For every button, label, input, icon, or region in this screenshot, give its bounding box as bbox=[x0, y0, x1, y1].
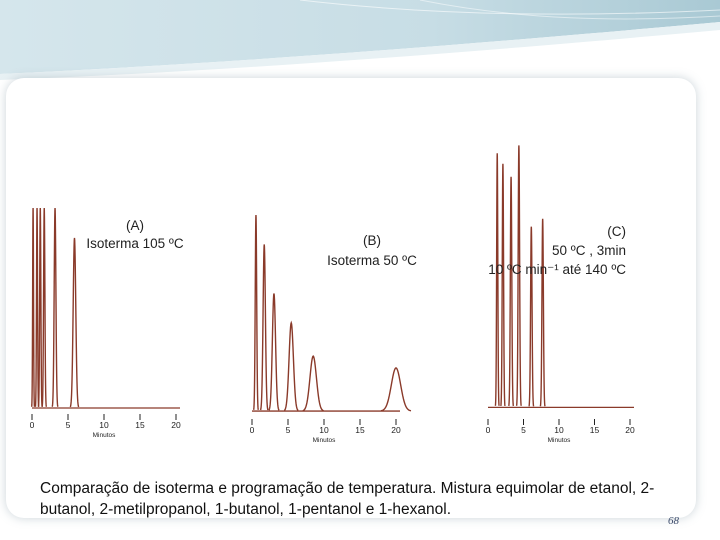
peak-6 bbox=[69, 237, 80, 408]
peak-6 bbox=[539, 218, 546, 407]
peak-2 bbox=[259, 244, 269, 411]
chart-title-line: 10 ºC min⁻¹ até 140 ºC bbox=[488, 262, 626, 277]
header-stripe bbox=[299, 0, 720, 15]
peak-3 bbox=[508, 176, 515, 407]
x-tick-label: 5 bbox=[66, 420, 71, 430]
header-swoosh bbox=[0, 22, 720, 80]
peak-5 bbox=[51, 207, 59, 407]
chromatogram-c: 0 5 10 15 20 Minutos (C) 50 ºC , 3min 10 ºC min⁻… bbox=[486, 145, 635, 444]
x-tick-label: 15 bbox=[355, 425, 365, 435]
x-tick-label: 10 bbox=[319, 425, 329, 435]
peak-4 bbox=[283, 320, 299, 412]
x-tick-label: 20 bbox=[171, 420, 181, 430]
peak-5 bbox=[528, 226, 535, 407]
peak-1 bbox=[252, 215, 259, 410]
figure-caption: Comparação de isoterma e programação de … bbox=[40, 480, 655, 518]
x-tick-label: 15 bbox=[135, 420, 145, 430]
chromatogram-a: 0 5 10 15 20 Minutos (A) Isoterma 105 ºC bbox=[30, 207, 184, 439]
chromatogram-b: 0 5 10 15 20 Minutos (B) Isoterma 50 ºC bbox=[250, 215, 417, 444]
chart-title-line: (C) bbox=[607, 224, 626, 239]
peak-2 bbox=[34, 207, 40, 407]
x-tick-label: 5 bbox=[286, 425, 291, 435]
peak-2 bbox=[500, 163, 506, 406]
peak-3 bbox=[37, 207, 43, 407]
chart-title-line: (B) bbox=[363, 233, 381, 248]
chart-title-line: Isoterma 105 ºC bbox=[86, 236, 183, 251]
peak-5 bbox=[302, 354, 324, 412]
chart-title-line: Isoterma 50 ºC bbox=[327, 253, 417, 268]
peak-3 bbox=[268, 293, 280, 411]
peak-6 bbox=[380, 367, 412, 412]
peak-1 bbox=[494, 153, 500, 406]
x-tick-label: 15 bbox=[590, 425, 600, 435]
x-axis-label: Minutos bbox=[313, 437, 337, 444]
x-axis-label: Minutos bbox=[93, 432, 117, 439]
x-tick-label: 5 bbox=[521, 425, 526, 435]
peak-4 bbox=[515, 145, 522, 406]
x-tick-label: 20 bbox=[625, 425, 635, 435]
x-tick-label: 10 bbox=[99, 420, 109, 430]
x-tick-label: 0 bbox=[486, 425, 491, 435]
content-panel bbox=[6, 78, 696, 518]
chart-title-line: (A) bbox=[126, 218, 144, 233]
peak-1 bbox=[31, 207, 36, 407]
header-band bbox=[0, 0, 720, 74]
x-tick-label: 0 bbox=[250, 425, 255, 435]
x-tick-label: 10 bbox=[554, 425, 564, 435]
page-number: 68 bbox=[668, 515, 679, 527]
peak-4 bbox=[41, 207, 48, 407]
x-tick-label: 0 bbox=[30, 420, 35, 430]
header-stripe-2 bbox=[419, 0, 720, 20]
chart-title-line: 50 ºC , 3min bbox=[552, 243, 626, 258]
x-axis-label: Minutos bbox=[548, 437, 572, 444]
x-tick-label: 20 bbox=[391, 425, 401, 435]
